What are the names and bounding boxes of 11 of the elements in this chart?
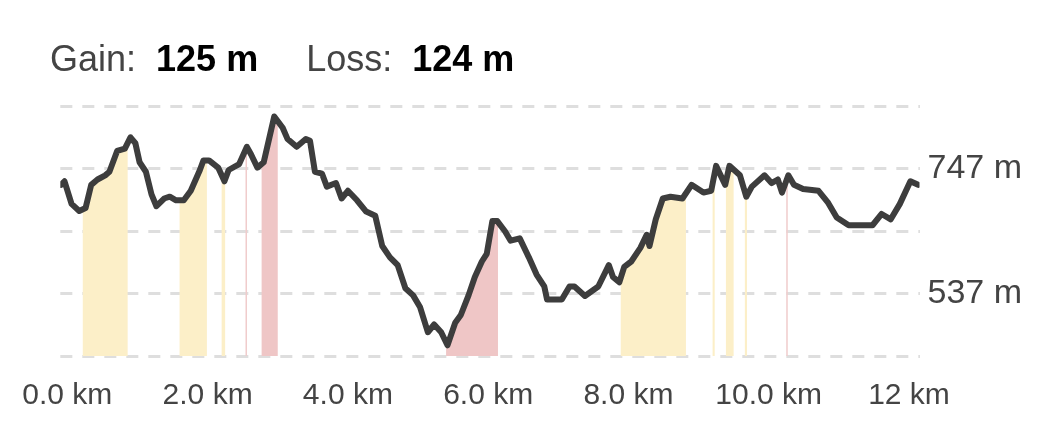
- y-tick-label: 537 m: [927, 271, 1022, 310]
- chart-title: Gain: 125 m: [50, 38, 259, 79]
- x-tick-label: 8.0 km: [583, 377, 674, 411]
- x-tick-label: 10.0 km: [715, 377, 823, 411]
- chart-subtitle: Loss: 124 m: [306, 38, 515, 79]
- x-tick-label: 4.0 km: [302, 377, 393, 411]
- x-tick-label: 2.0 km: [162, 377, 253, 411]
- y-tick-label: 747 m: [927, 147, 1022, 186]
- x-tick-label: 0.0 km: [22, 377, 113, 411]
- x-tick-label: 6.0 km: [443, 377, 534, 411]
- x-tick-label: 12 km: [868, 377, 950, 411]
